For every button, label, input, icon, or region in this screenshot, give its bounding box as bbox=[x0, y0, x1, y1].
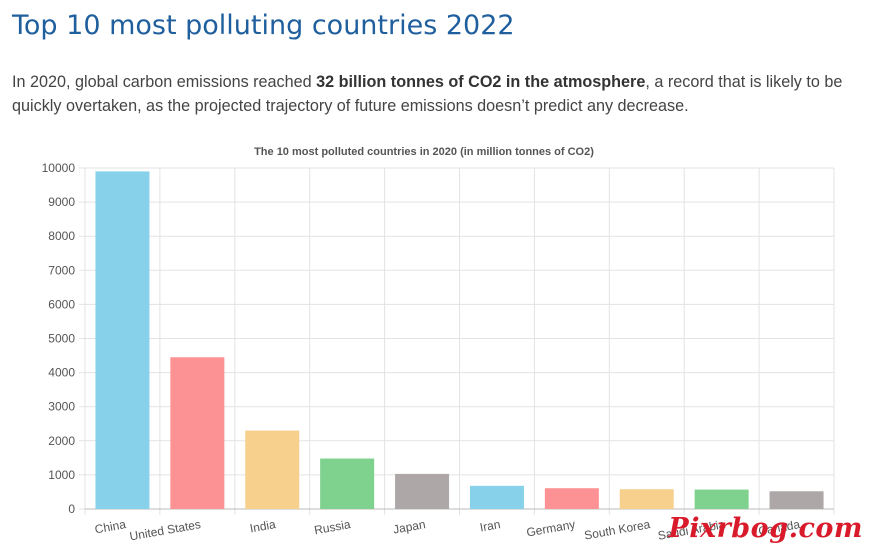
x-tick-label: United States bbox=[128, 517, 201, 543]
y-tick-label: 5000 bbox=[48, 332, 75, 346]
bar-saudi-arabia[interactable] bbox=[694, 489, 749, 509]
chart-bars bbox=[95, 171, 824, 509]
y-tick-label: 7000 bbox=[48, 263, 75, 277]
bar-germany[interactable] bbox=[544, 488, 599, 509]
intro-text-end: , a record that is likely to be quickly … bbox=[12, 73, 843, 115]
bar-south-korea[interactable] bbox=[619, 489, 674, 509]
y-axis-ticks: 0 1000 2000 3000 4000 5000 6000 7000 8000 9000 100… bbox=[42, 161, 76, 516]
intro-paragraph: In 2020, global carbon emissions reached… bbox=[12, 70, 872, 118]
watermark: Pixrbog.com bbox=[668, 513, 863, 544]
x-tick-label: India bbox=[249, 517, 277, 535]
y-tick-label: 2000 bbox=[48, 434, 75, 448]
bar-india[interactable] bbox=[245, 430, 300, 509]
intro-text-start: In 2020, global carbon emissions reached bbox=[12, 73, 317, 91]
y-tick-label: 1000 bbox=[48, 468, 75, 482]
y-tick-label: 4000 bbox=[48, 366, 75, 380]
y-tick-label: 9000 bbox=[48, 195, 75, 209]
bar-china[interactable] bbox=[95, 171, 150, 509]
bar-canada[interactable] bbox=[769, 491, 824, 509]
y-tick-label: 3000 bbox=[48, 400, 75, 414]
x-tick-label: Iran bbox=[479, 517, 502, 534]
bar-united-states[interactable] bbox=[170, 357, 225, 509]
bar-iran[interactable] bbox=[469, 485, 524, 509]
bar-chart: The 10 most polluted countries in 2020 (… bbox=[42, 146, 835, 543]
page-title: Top 10 most polluting countries 2022 bbox=[12, 10, 515, 41]
x-tick-label: South Korea bbox=[583, 517, 651, 542]
intro-emphasis: 32 billion tonnes of CO2 in the atmosphe… bbox=[316, 73, 646, 91]
x-tick-label: Germany bbox=[525, 517, 576, 539]
x-tick-label: China bbox=[94, 517, 128, 536]
y-tick-label: 10000 bbox=[42, 161, 76, 175]
y-tick-label: 6000 bbox=[48, 297, 75, 311]
chart-title: The 10 most polluted countries in 2020 (… bbox=[254, 146, 594, 158]
x-tick-label: Japan bbox=[392, 517, 427, 536]
bar-japan[interactable] bbox=[395, 473, 450, 509]
y-tick-label: 0 bbox=[68, 502, 75, 516]
bar-russia[interactable] bbox=[320, 458, 375, 509]
y-tick-label: 8000 bbox=[48, 229, 75, 243]
x-tick-label: Russia bbox=[313, 517, 352, 537]
